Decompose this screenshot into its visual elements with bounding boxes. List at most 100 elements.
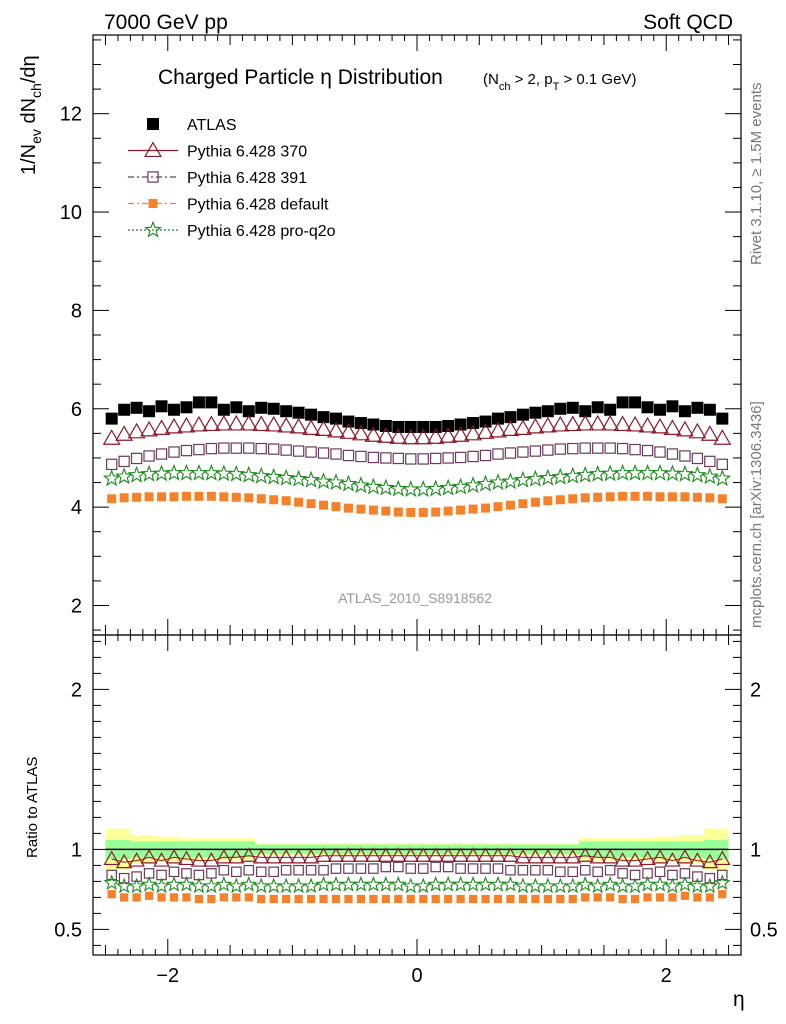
main-point-pythia-6-428-default-21 bbox=[368, 505, 378, 515]
main-point-pythia-6-428-391-5 bbox=[168, 446, 180, 458]
ratio-point-pythia-6-428-pro-q2o-40 bbox=[601, 875, 619, 892]
ratio-point-pythia-6-428-default-0 bbox=[107, 890, 116, 899]
main-point-pythia-6-428-pro-q2o-36 bbox=[551, 467, 570, 485]
ratio-point-pythia-6-428-370-13 bbox=[265, 848, 282, 864]
ratio-point-pythia-6-428-default-3 bbox=[144, 891, 154, 900]
main-point-pythia-6-428-pro-q2o-29 bbox=[464, 476, 482, 494]
ratio-point-pythia-6-428-370-31 bbox=[489, 847, 507, 862]
main-point-pythia-6-428-370-43 bbox=[638, 416, 657, 433]
main-point-pythia-6-428-391-41 bbox=[616, 442, 629, 455]
ratio-point-pythia-6-428-default-38 bbox=[581, 893, 590, 902]
main-point-atlas-30 bbox=[479, 415, 492, 428]
main-point-pythia-6-428-391-8 bbox=[205, 442, 218, 455]
main-point-pythia-6-428-370-28 bbox=[451, 426, 470, 442]
ratio-point-pythia-6-428-391-48 bbox=[704, 872, 716, 884]
main-point-pythia-6-428-default-25 bbox=[418, 508, 428, 518]
ratio-point-pythia-6-428-370-9 bbox=[215, 848, 233, 864]
main-point-pythia-6-428-pro-q2o-4 bbox=[152, 464, 171, 482]
main-point-pythia-6-428-370-4 bbox=[152, 419, 171, 435]
main-point-pythia-6-428-370-17 bbox=[314, 420, 333, 436]
main-point-atlas-35 bbox=[541, 405, 554, 418]
main-point-pythia-6-428-default-10 bbox=[231, 492, 241, 502]
main-point-pythia-6-428-pro-q2o-31 bbox=[489, 473, 507, 491]
main-point-pythia-6-428-370-34 bbox=[526, 417, 545, 434]
ratio-bands-layer bbox=[105, 828, 729, 871]
main-point-pythia-6-428-391-10 bbox=[230, 442, 243, 454]
ratio-point-pythia-6-428-370-14 bbox=[277, 848, 295, 864]
main-point-pythia-6-428-default-1 bbox=[119, 493, 129, 503]
ratio-point-pythia-6-428-391-35 bbox=[542, 864, 554, 876]
main-point-atlas-11 bbox=[242, 405, 255, 418]
main-point-pythia-6-428-370-6 bbox=[177, 416, 196, 433]
main-point-pythia-6-428-370-13 bbox=[264, 415, 283, 432]
main-point-pythia-6-428-pro-q2o-25 bbox=[414, 480, 433, 498]
ratio-point-pythia-6-428-pro-q2o-41 bbox=[614, 877, 631, 894]
main-point-pythia-6-428-391-15 bbox=[292, 445, 305, 457]
main-point-pythia-6-428-391-13 bbox=[267, 443, 280, 455]
ratio-point-pythia-6-428-pro-q2o-21 bbox=[365, 875, 382, 892]
main-point-pythia-6-428-370-5 bbox=[165, 417, 183, 434]
ratio-point-pythia-6-428-391-17 bbox=[318, 864, 329, 876]
ratio-point-pythia-6-428-pro-q2o-25 bbox=[414, 877, 432, 894]
main-point-pythia-6-428-370-32 bbox=[501, 420, 520, 436]
legend-entry-pythia-6-428-pro-q2o: Pythia 6.428 pro-q2o bbox=[128, 220, 336, 240]
ratio-point-pythia-6-428-370-19 bbox=[340, 847, 357, 862]
main-point-pythia-6-428-default-33 bbox=[518, 499, 528, 509]
ratio-point-pythia-6-428-391-2 bbox=[131, 871, 142, 882]
ratio-point-pythia-6-428-pro-q2o-20 bbox=[352, 875, 370, 892]
main-point-pythia-6-428-pro-q2o-9 bbox=[214, 464, 233, 482]
main-point-pythia-6-428-default-27 bbox=[443, 506, 453, 516]
main-point-pythia-6-428-pro-q2o-15 bbox=[289, 469, 308, 487]
main-point-pythia-6-428-370-25 bbox=[414, 428, 433, 445]
ratio-point-pythia-6-428-pro-q2o-24 bbox=[402, 877, 420, 894]
main-point-pythia-6-428-370-26 bbox=[426, 428, 445, 444]
main-point-pythia-6-428-default-32 bbox=[505, 500, 515, 510]
main-point-pythia-6-428-370-47 bbox=[688, 422, 707, 439]
main-point-pythia-6-428-391-42 bbox=[629, 443, 641, 456]
main-point-pythia-6-428-391-1 bbox=[118, 455, 130, 468]
main-point-pythia-6-428-pro-q2o-47 bbox=[688, 465, 707, 483]
main-point-pythia-6-428-391-38 bbox=[579, 442, 591, 454]
main-point-pythia-6-428-370-14 bbox=[277, 416, 296, 433]
ratio-point-pythia-6-428-370-34 bbox=[527, 848, 544, 864]
main-point-pythia-6-428-pro-q2o-16 bbox=[302, 470, 320, 488]
ratio-point-pythia-6-428-pro-q2o-37 bbox=[564, 877, 582, 894]
ratio-point-pythia-6-428-default-48 bbox=[705, 893, 714, 902]
main-point-pythia-6-428-default-5 bbox=[169, 492, 179, 502]
ratio-point-pythia-6-428-391-9 bbox=[218, 864, 230, 876]
ratio-point-pythia-6-428-pro-q2o-43 bbox=[639, 875, 656, 892]
main-point-pythia-6-428-370-19 bbox=[339, 423, 358, 439]
ratio-point-pythia-6-428-370-46 bbox=[676, 848, 694, 864]
ratio-point-pythia-6-428-default-9 bbox=[219, 893, 228, 902]
ratio-point-pythia-6-428-391-33 bbox=[517, 864, 529, 876]
ratio-point-pythia-6-428-pro-q2o-34 bbox=[527, 877, 544, 894]
ratio-point-pythia-6-428-391-25 bbox=[417, 863, 429, 874]
ratio-marks-layer bbox=[103, 847, 731, 904]
main-point-pythia-6-428-pro-q2o-6 bbox=[177, 463, 196, 481]
main-point-pythia-6-428-default-35 bbox=[543, 496, 553, 506]
main-point-pythia-6-428-391-22 bbox=[380, 452, 392, 464]
main-point-pythia-6-428-370-7 bbox=[189, 415, 208, 432]
main-point-pythia-6-428-391-11 bbox=[243, 442, 255, 454]
ratio-point-pythia-6-428-391-30 bbox=[480, 863, 491, 874]
ratio-point-pythia-6-428-pro-q2o-13 bbox=[265, 877, 282, 894]
main-point-atlas-44 bbox=[654, 403, 666, 416]
ratio-point-pythia-6-428-391-5 bbox=[168, 866, 180, 878]
main-point-pythia-6-428-370-22 bbox=[376, 427, 395, 443]
ratio-point-pythia-6-428-default-27 bbox=[444, 894, 453, 904]
main-point-pythia-6-428-391-32 bbox=[504, 447, 517, 459]
main-point-pythia-6-428-370-37 bbox=[563, 415, 582, 432]
main-point-pythia-6-428-370-15 bbox=[289, 417, 308, 434]
ratio-ytick-label-right: 2 bbox=[750, 679, 761, 701]
ratio-point-pythia-6-428-pro-q2o-4 bbox=[153, 877, 170, 894]
ratio-point-pythia-6-428-default-46 bbox=[680, 891, 690, 900]
ratio-point-pythia-6-428-default-29 bbox=[468, 894, 478, 904]
ratio-point-pythia-6-428-default-24 bbox=[406, 894, 415, 904]
ratio-point-pythia-6-428-391-24 bbox=[405, 863, 417, 874]
ratio-point-pythia-6-428-pro-q2o-5 bbox=[165, 875, 183, 892]
main-point-pythia-6-428-default-0 bbox=[107, 494, 117, 504]
main-point-pythia-6-428-default-15 bbox=[294, 497, 304, 507]
main-point-pythia-6-428-370-48 bbox=[700, 425, 719, 441]
ratio-point-pythia-6-428-default-21 bbox=[369, 894, 378, 904]
main-point-pythia-6-428-pro-q2o-5 bbox=[165, 463, 183, 481]
